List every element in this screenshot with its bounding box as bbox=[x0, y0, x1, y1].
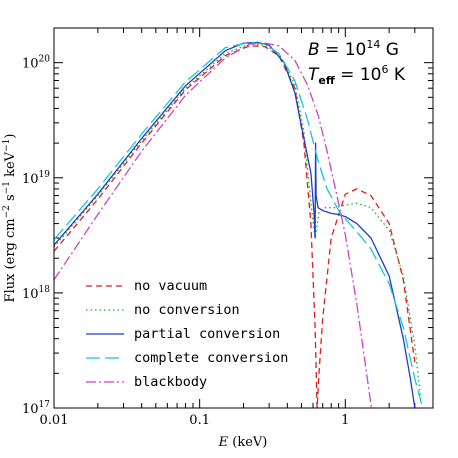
y-tick-labels: 1017 1018 1019 1020 bbox=[22, 55, 50, 417]
x-tick-labels: 0.01 0.1 1 bbox=[40, 413, 350, 428]
plot-frame bbox=[53, 27, 434, 409]
x-tick-label: 0.1 bbox=[189, 413, 210, 428]
legend-label: blackbody bbox=[134, 374, 207, 390]
legend-label: no vacuum bbox=[134, 278, 207, 294]
y-tick-label: 1017 bbox=[22, 400, 50, 417]
y-axis-label: Flux (erg cm−2 s−1 keV−1) bbox=[2, 134, 18, 303]
x-tick-label: 0.01 bbox=[40, 413, 69, 428]
x-tick-label: 1 bbox=[341, 413, 349, 428]
legend-label: complete conversion bbox=[134, 350, 288, 366]
legend-label: no conversion bbox=[134, 302, 240, 318]
series-line-complete-conversion bbox=[54, 41, 424, 408]
annotation-effective-temperature: Teff = 106 K bbox=[308, 63, 406, 87]
series-line-blackbody bbox=[54, 42, 373, 408]
series-line-no-conversion bbox=[54, 43, 422, 399]
legend-label: partial conversion bbox=[134, 326, 280, 342]
y-tick-label: 1019 bbox=[22, 170, 50, 187]
y-tick-label: 1018 bbox=[22, 285, 50, 302]
series-line-partial-conversion bbox=[54, 41, 416, 408]
series-line-no-vacuum bbox=[54, 45, 416, 408]
plot-curves bbox=[54, 41, 424, 408]
legend: no vacuum no conversion partial conversion… bbox=[86, 278, 288, 390]
x-axis-label: E (keV) bbox=[218, 435, 268, 450]
y-tick-label: 1020 bbox=[22, 55, 50, 72]
axis-ticks bbox=[53, 27, 434, 409]
annotation-magnetic-field: B = 1014 G bbox=[308, 38, 399, 60]
